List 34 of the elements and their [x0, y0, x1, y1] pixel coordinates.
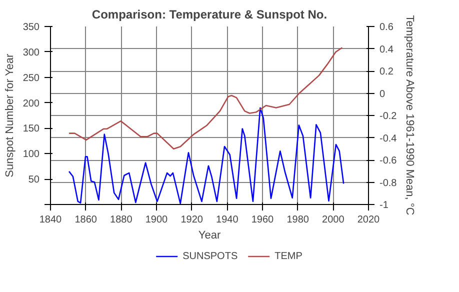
y2-tick-label: -0.6: [380, 156, 398, 166]
y2-tick-label: -0.4: [380, 133, 398, 144]
x-tick-label: 1980: [286, 214, 310, 226]
y-tick-label: 250: [22, 72, 40, 84]
legend-label: SUNSPOTS: [182, 250, 238, 262]
y2-tick-label: 0.4: [380, 44, 394, 56]
x-tick-label: 1880: [110, 214, 133, 226]
y2-tick-label: -1: [380, 200, 389, 211]
y2-tick-label: 0: [380, 88, 386, 100]
x-tick-label: 1940: [216, 214, 239, 226]
y-axis-title: Sunspot Number for Year: [4, 54, 16, 178]
y-tick-label: 100: [22, 149, 40, 160]
x-tick-label: 1840: [39, 214, 62, 226]
y2-axis-title: Temperature Above 1961-1990 Mean, °C: [404, 15, 416, 216]
y2-tick-label: -0.8: [380, 178, 398, 189]
y-tick-label: 50: [28, 174, 40, 186]
y-tick-label: 200: [22, 98, 40, 110]
y2-tick-label: 0.6: [380, 22, 394, 33]
x-tick-label: 2000: [322, 214, 345, 226]
x-axis-title: Year: [198, 230, 221, 242]
line-series: [68, 46, 343, 150]
x-tick-label: 1960: [251, 214, 274, 226]
x-tick-label: 1860: [74, 214, 98, 226]
y-tick-label: 150: [22, 124, 40, 135]
x-tick-label: 2020: [357, 214, 380, 226]
x-tick-label: 1920: [180, 214, 204, 226]
chart-title: Comparison: Temperature & Sunspot No.: [92, 8, 328, 22]
line-series: [68, 107, 344, 204]
legend-label: TEMP: [274, 250, 302, 262]
x-tick-label: 1900: [145, 214, 168, 226]
y-tick-label: 350: [22, 22, 40, 33]
y-tick-label: 300: [22, 47, 40, 58]
y2-tick-label: -0.2: [380, 111, 398, 122]
y2-tick-label: 0.2: [380, 66, 394, 78]
